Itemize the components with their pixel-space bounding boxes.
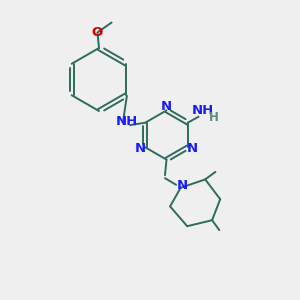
Text: N: N <box>135 142 146 155</box>
Text: NH: NH <box>192 104 214 117</box>
Text: H: H <box>209 111 218 124</box>
Text: N: N <box>187 142 198 155</box>
Text: N: N <box>161 100 172 113</box>
Text: NH: NH <box>116 115 138 128</box>
Text: N: N <box>176 179 188 192</box>
Text: O: O <box>92 26 103 39</box>
